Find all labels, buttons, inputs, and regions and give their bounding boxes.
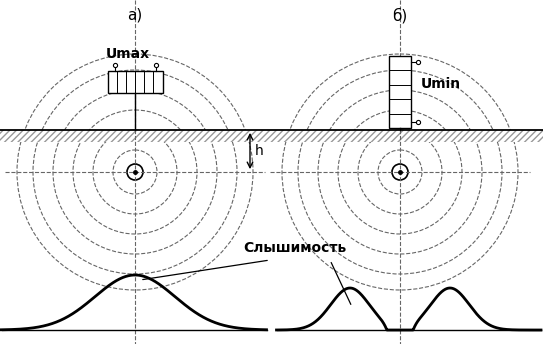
Bar bbox=[389, 56, 411, 128]
Bar bbox=[0, 130, 543, 142]
Bar bbox=[108, 71, 162, 93]
Text: Слышимость: Слышимость bbox=[243, 241, 346, 255]
Text: Umax: Umax bbox=[105, 47, 150, 61]
Text: б): б) bbox=[393, 8, 408, 24]
Text: Umin: Umin bbox=[421, 77, 461, 91]
Text: h: h bbox=[255, 144, 264, 158]
Text: а): а) bbox=[128, 8, 143, 23]
